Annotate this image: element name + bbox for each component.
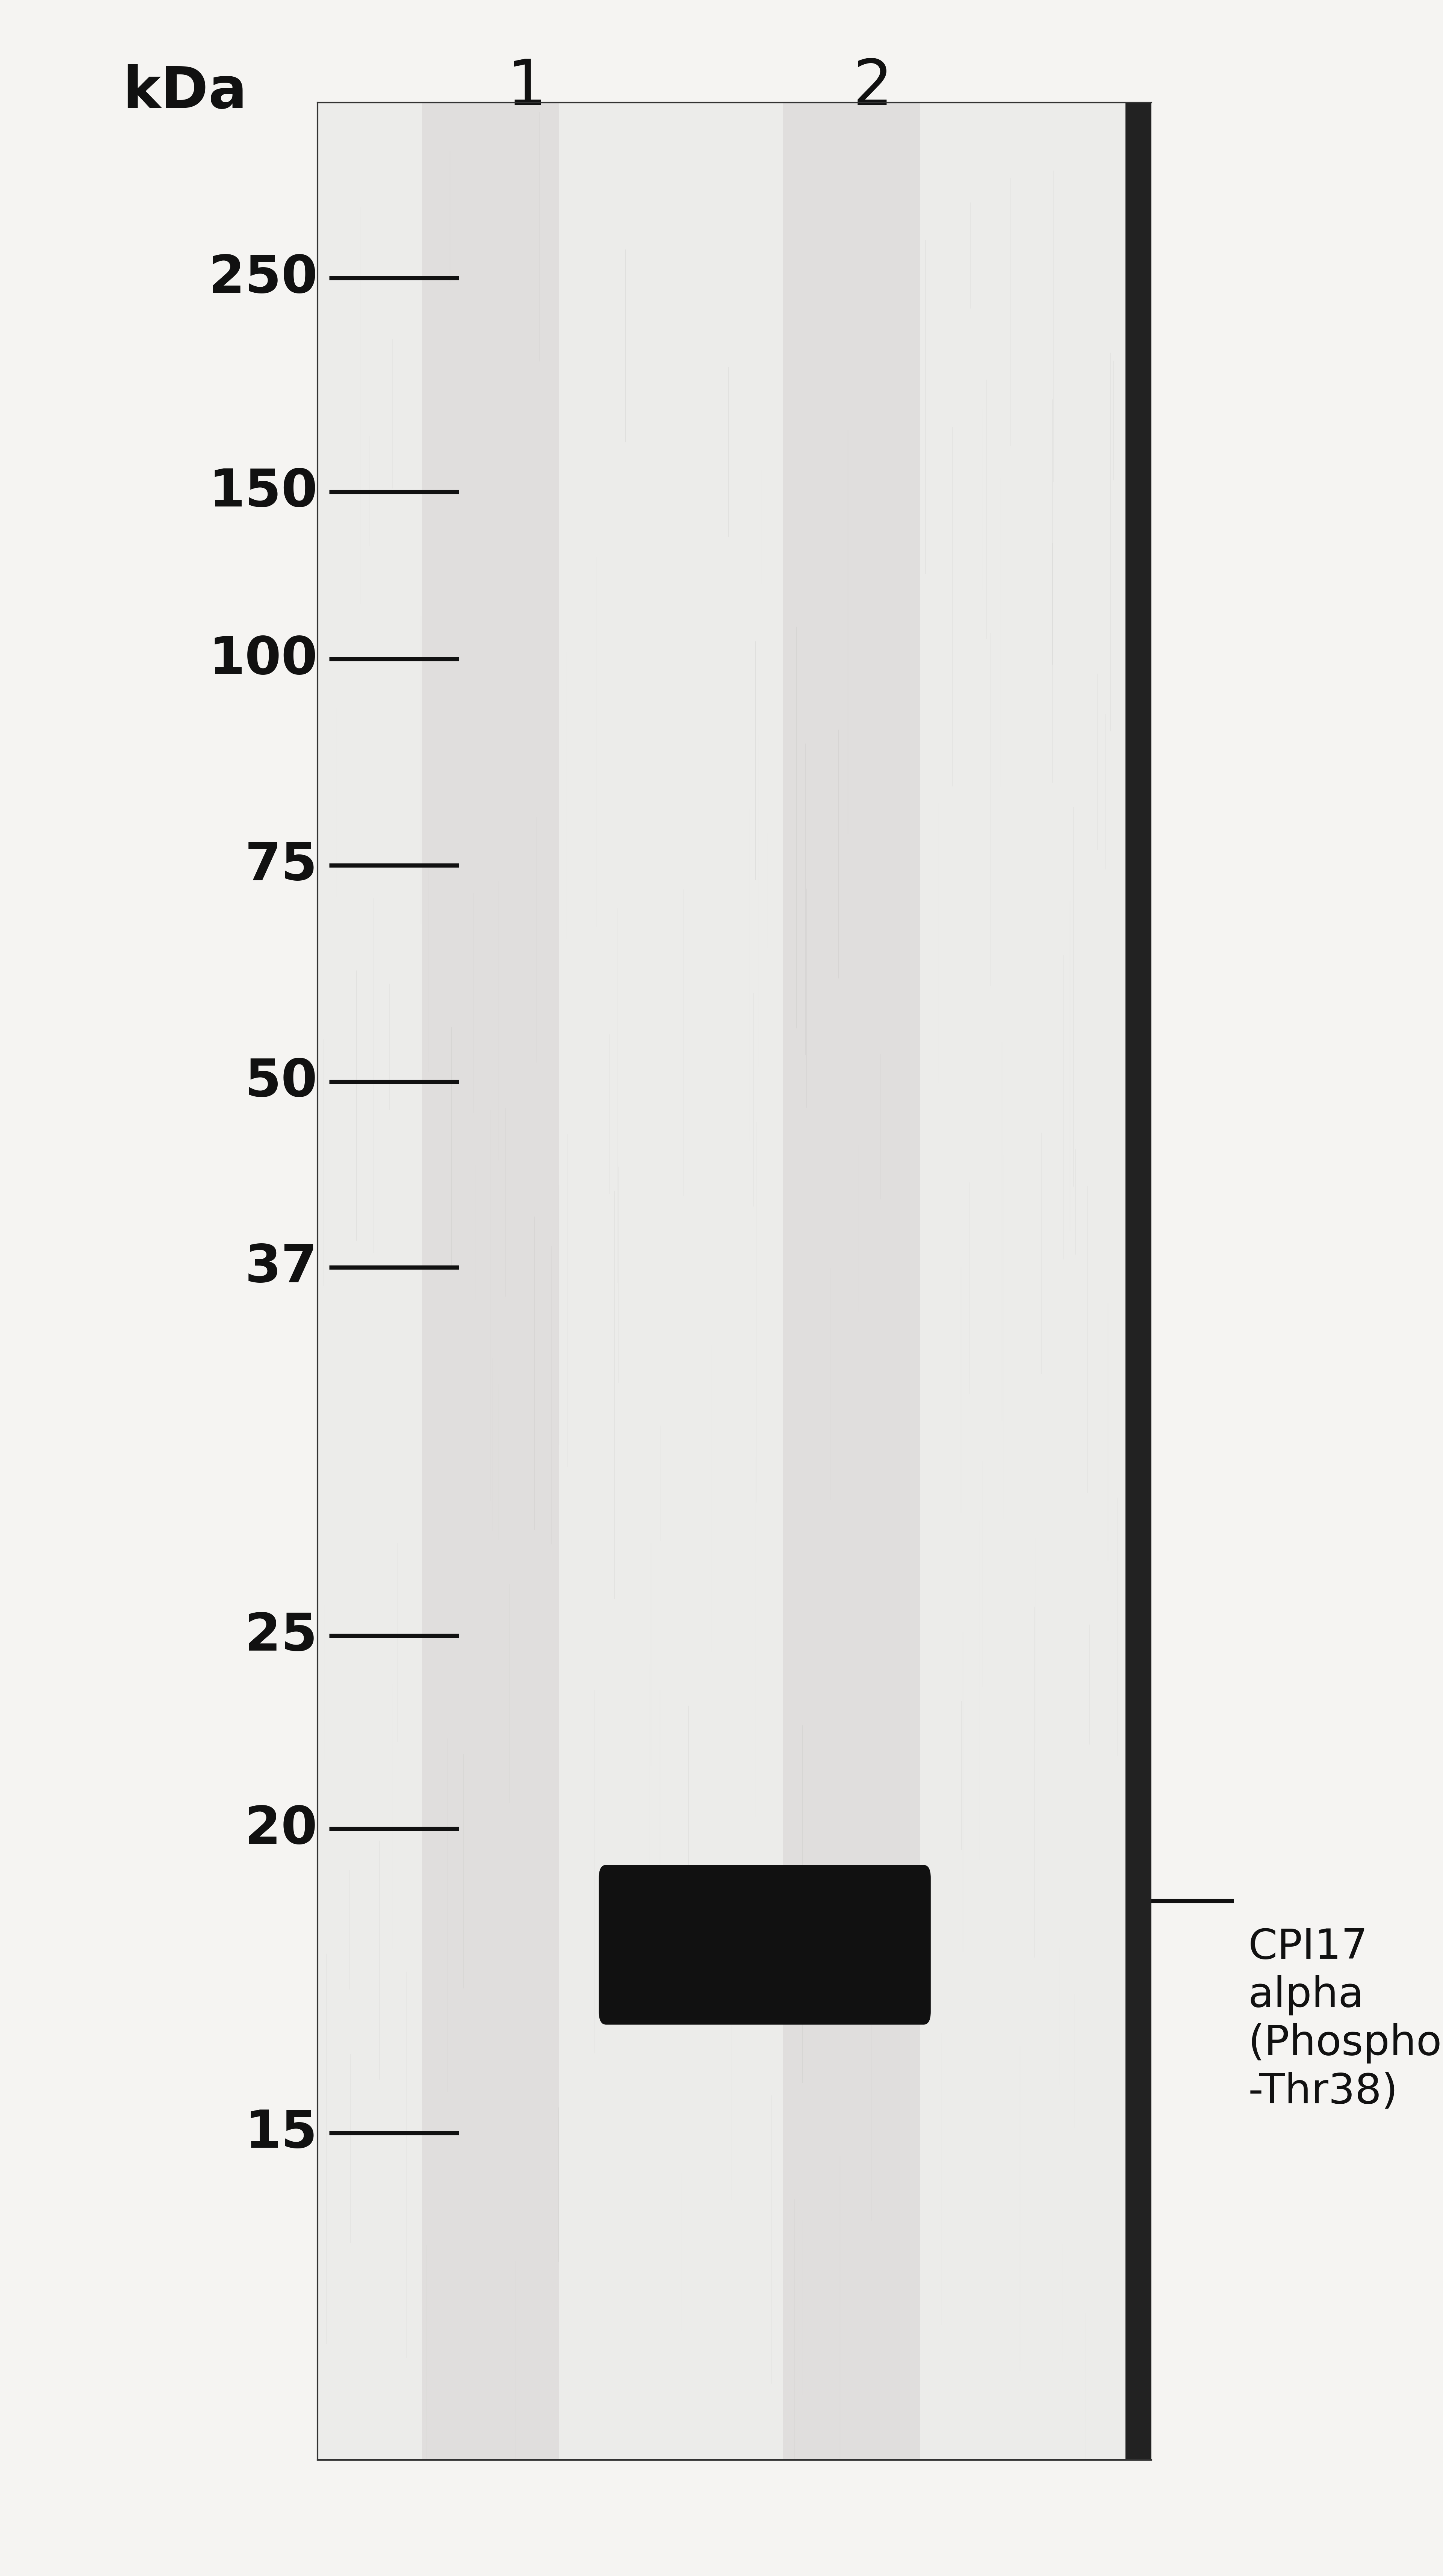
Text: kDa: kDa — [123, 64, 247, 121]
Text: 37: 37 — [245, 1242, 317, 1293]
Bar — [317, 103, 1126, 2460]
Text: 150: 150 — [209, 466, 317, 518]
Text: CPI17
alpha
(Phospho
-Thr38): CPI17 alpha (Phospho -Thr38) — [1248, 1927, 1442, 2112]
Text: 15: 15 — [245, 2107, 317, 2159]
Text: 75: 75 — [245, 840, 317, 891]
Bar — [782, 103, 919, 2460]
Text: 25: 25 — [245, 1610, 317, 1662]
Bar — [1126, 103, 1152, 2460]
Text: 20: 20 — [245, 1803, 317, 1855]
Text: 250: 250 — [208, 252, 317, 304]
Text: 2: 2 — [853, 57, 893, 118]
FancyBboxPatch shape — [599, 1865, 931, 2025]
Bar — [421, 103, 560, 2460]
Text: 100: 100 — [209, 634, 317, 685]
Text: 50: 50 — [245, 1056, 317, 1108]
Text: 1: 1 — [506, 57, 547, 118]
